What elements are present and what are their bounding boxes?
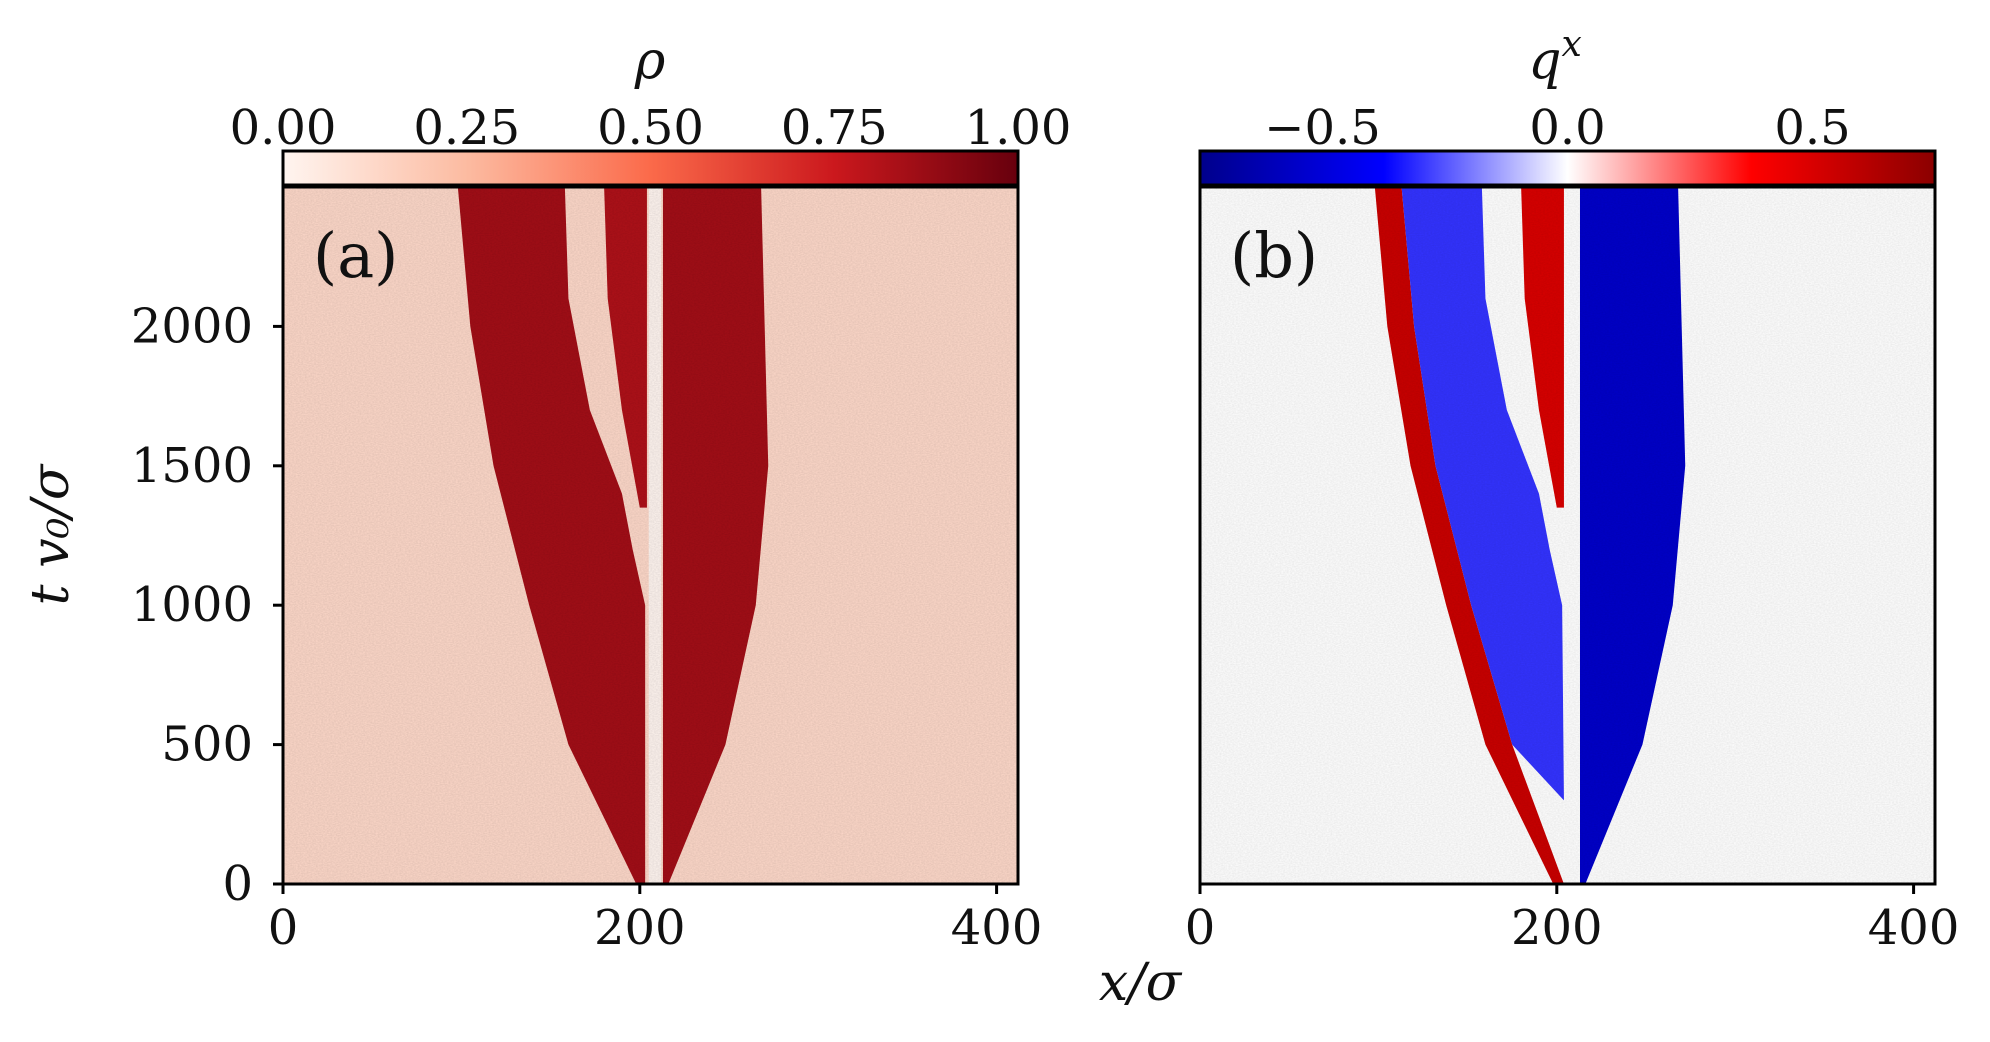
colorbar-b-tick-label: 0.5: [1774, 100, 1850, 156]
x-ticks-a: 0 200 400: [268, 884, 1043, 956]
y-ticks-a: 0 500 1000 1500 2000: [131, 298, 283, 912]
colorbar-b-tick-label: 0.0: [1529, 100, 1605, 156]
panel-a: ρ 0.00 0.25 0.50 0.75 1.00 (a) 0 200 400 0 500 1…: [131, 31, 1072, 956]
heatmap-a: [283, 187, 1018, 884]
heatmap-b-grain: [1200, 187, 1935, 884]
x-tick-label: 200: [1511, 900, 1603, 956]
colorbar-b-ticks: −0.5 0.0 0.5: [1264, 100, 1850, 156]
x-tick-label: 400: [1868, 900, 1960, 956]
y-tick-label: 2000: [131, 298, 253, 354]
y-axis-title: t v₀/σ: [21, 463, 81, 605]
colorbar-a-ticks: 0.00 0.25 0.50 0.75 1.00: [230, 100, 1072, 156]
colorbar-b-tick-label: −0.5: [1264, 100, 1381, 156]
y-tick-label: 1500: [131, 438, 253, 494]
heatmap-a-frame: [281, 185, 1020, 886]
colorbar-b: [1198, 149, 1937, 187]
x-axis-title: x/σ: [1099, 953, 1183, 1013]
colorbar-a-tick-label: 0.00: [230, 100, 337, 156]
panel-label-b: (b): [1230, 219, 1318, 292]
colorbar-a-tick-label: 0.75: [781, 100, 888, 156]
heatmap-b: [1200, 187, 1935, 884]
x-tick-label: 0: [1185, 900, 1216, 956]
colorbar-a-tick-label: 1.00: [965, 100, 1072, 156]
colorbar-a-tick-label: 0.25: [413, 100, 520, 156]
y-tick-label: 1000: [131, 577, 253, 633]
colorbar-b-label: qx: [1528, 24, 1582, 91]
x-tick-label: 400: [951, 900, 1043, 956]
x-ticks-b: 0 200 400: [1185, 884, 1960, 956]
colorbar-a-tick-label: 0.50: [597, 100, 704, 156]
x-tick-label: 200: [594, 900, 686, 956]
x-tick-label: 0: [268, 900, 299, 956]
panel-b: qx −0.5 0.0 0.5 (b) 0 200 400: [1185, 24, 1960, 956]
y-tick-label: 0: [222, 856, 253, 912]
heatmap-b-frame: [1198, 185, 1937, 886]
panel-label-a: (a): [313, 219, 398, 292]
heatmap-a-grain: [283, 187, 1018, 884]
colorbar-a: [281, 149, 1020, 187]
y-tick-label: 500: [161, 717, 253, 773]
colorbar-a-label: ρ: [634, 31, 666, 91]
